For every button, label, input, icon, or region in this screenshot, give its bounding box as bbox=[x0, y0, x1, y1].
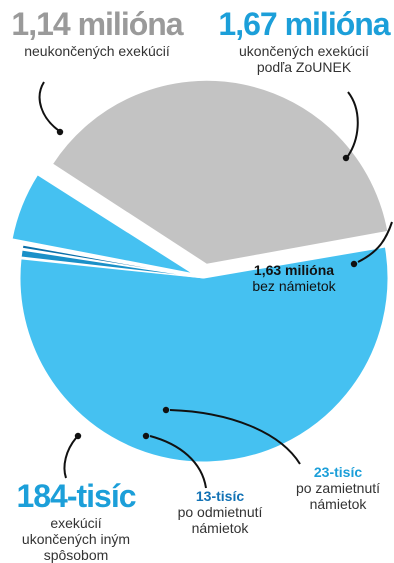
slice-unfinished bbox=[51, 79, 389, 265]
label-rejected-value: 13-tisíc bbox=[195, 488, 245, 504]
label-other-way: 184-tisíc exekúcií ukončených iným spôso… bbox=[2, 478, 150, 563]
label-unfinished-text: neukončených exekúcií bbox=[24, 42, 170, 59]
arrow-rejected bbox=[149, 435, 207, 489]
label-no-objection-text: bez námietok bbox=[252, 278, 336, 295]
label-other-way-value: 184-tisíc bbox=[16, 478, 136, 514]
arrow-rejected-head bbox=[142, 432, 150, 440]
label-finished-total: 1,67 milióna ukončených exekúcií podľa Z… bbox=[216, 6, 392, 75]
label-finished-text: ukončených exekúcií podľa ZoUNEK bbox=[239, 42, 369, 75]
arrow-dismissed-head bbox=[162, 406, 170, 414]
slice-other-way bbox=[11, 174, 194, 275]
slice-no-objection bbox=[19, 246, 389, 463]
arrow-dismissed bbox=[169, 409, 301, 465]
arrow-other-way bbox=[63, 437, 77, 479]
arrow-unfinished-head bbox=[56, 128, 64, 136]
arrow-unfinished bbox=[38, 81, 59, 131]
arrow-no-objection-head bbox=[350, 260, 358, 268]
label-no-objection: 1,63 milióna bez námietok bbox=[232, 262, 356, 294]
slice-rejected-objection bbox=[21, 244, 205, 279]
annotation-arrows bbox=[38, 81, 393, 489]
label-rejected: 13-tisíc po odmietnutí námietok bbox=[170, 488, 270, 536]
label-dismissed: 23-tisíc po zamietnutí námietok bbox=[282, 464, 394, 512]
label-no-objection-value: 1,63 milióna bbox=[253, 262, 335, 278]
label-rejected-text: po odmietnutí námietok bbox=[177, 504, 263, 537]
arrow-other-way-head bbox=[74, 432, 82, 440]
label-dismissed-value: 23-tisíc bbox=[313, 464, 363, 480]
arrow-finished bbox=[347, 91, 359, 157]
label-unfinished: 1,14 milióna neukončených exekúcií bbox=[8, 6, 186, 59]
arrow-finished-head bbox=[342, 154, 350, 162]
pie-slices bbox=[11, 79, 389, 463]
label-finished-value: 1,67 milióna bbox=[218, 6, 390, 42]
arrow-no-objection bbox=[357, 221, 393, 263]
label-unfinished-value: 1,14 milióna bbox=[11, 6, 183, 42]
slice-dismissed-objection bbox=[20, 249, 205, 279]
label-dismissed-text: po zamietnutí námietok bbox=[295, 480, 381, 513]
label-other-way-text: exekúcií ukončených iným spôsobom bbox=[21, 514, 131, 563]
